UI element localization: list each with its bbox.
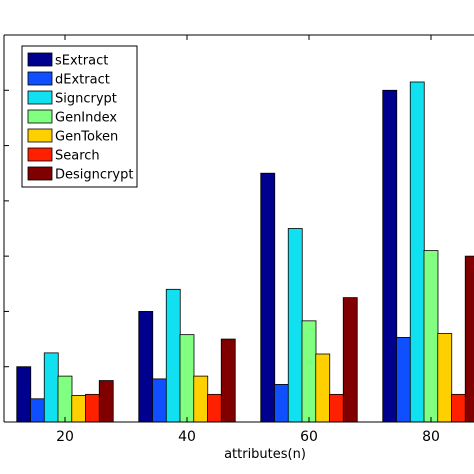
- bar-Search-20: [85, 393, 100, 423]
- bar-GenToken-20: [71, 395, 87, 423]
- bar-Designcrypt-60: [342, 297, 358, 423]
- bar-GenIndex-40: [179, 334, 195, 423]
- legend-label-dExtract: dExtract: [55, 73, 110, 88]
- bar-dExtract-60: [274, 384, 289, 423]
- bar-Search-80: [451, 393, 466, 423]
- legend-label-Designcrypt: Designcrypt: [55, 168, 133, 183]
- legend-swatch-GenIndex: [27, 109, 53, 124]
- axes-group: 20 40 60 80: [3, 34, 474, 445]
- bar-sExtract-40: [138, 311, 154, 423]
- bar-Designcrypt-20: [98, 380, 114, 423]
- legend-label-sExtract: sExtract: [55, 54, 108, 69]
- bars-group: [16, 81, 474, 423]
- bar-Search-40: [207, 393, 222, 423]
- bar-GenIndex-80: [423, 250, 439, 423]
- x-tick-label: 20: [56, 429, 74, 445]
- x-axis-label: attributes(n): [224, 447, 306, 462]
- legend-swatch-GenToken: [27, 128, 53, 143]
- bar-GenToken-80: [437, 333, 453, 423]
- bar-GenIndex-20: [57, 375, 73, 423]
- legend-swatch-Signcrypt: [27, 90, 53, 105]
- bar-sExtract-80: [382, 89, 398, 423]
- bar-Search-60: [329, 393, 344, 423]
- bar-Signcrypt-80: [409, 81, 425, 423]
- bar-sExtract-20: [16, 366, 32, 423]
- legend-label-GenToken: GenToken: [55, 130, 118, 145]
- bar-dExtract-40: [152, 378, 167, 423]
- bar-Signcrypt-40: [165, 288, 181, 423]
- bar-sExtract-60: [260, 172, 276, 423]
- x-tick-label: 40: [178, 429, 196, 445]
- legend-swatch-dExtract: [27, 71, 53, 86]
- bar-dExtract-20: [30, 398, 45, 423]
- bar-Designcrypt-80: [464, 255, 474, 423]
- bar-GenIndex-60: [301, 320, 317, 423]
- legend-label-Signcrypt: Signcrypt: [55, 92, 117, 107]
- x-tick-label: 60: [300, 429, 318, 445]
- bar-dExtract-80: [396, 337, 411, 423]
- legend-swatch-Designcrypt: [27, 166, 53, 181]
- legend-label-GenIndex: GenIndex: [55, 111, 117, 126]
- legend-label-Search: Search: [55, 149, 100, 164]
- bar-GenToken-60: [315, 353, 331, 423]
- bar-Signcrypt-20: [43, 352, 59, 423]
- legend-swatch-Search: [27, 147, 53, 162]
- bar-Signcrypt-60: [287, 228, 303, 423]
- legend-swatch-sExtract: [27, 52, 53, 67]
- bar-GenToken-40: [193, 375, 209, 423]
- bar-Designcrypt-40: [220, 338, 236, 423]
- x-tick-label: 80: [422, 429, 440, 445]
- legend: sExtract dExtract Signcrypt GenIndex GenToke…: [21, 45, 138, 188]
